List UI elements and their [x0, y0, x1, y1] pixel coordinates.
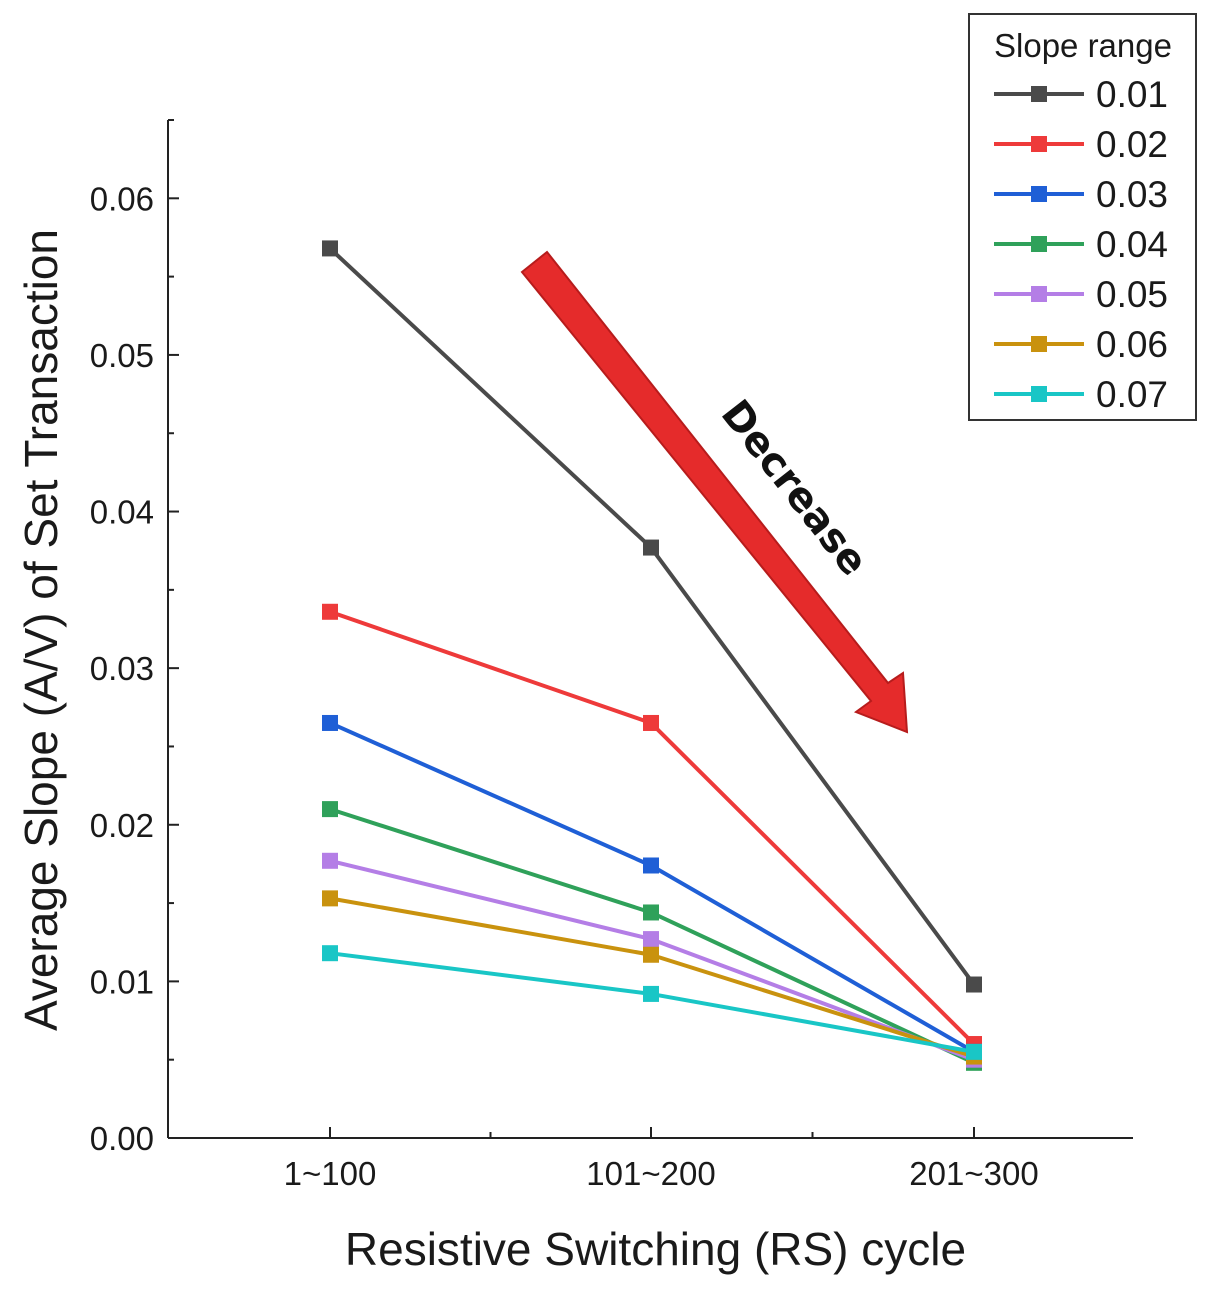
axes: 0.00 0.01 0.02 0.03 0.04 0.05 0.06 1~100 101~200… [15, 119, 1133, 1275]
legend-marker-0.06 [1031, 336, 1047, 352]
y-tick-label: 0.02 [90, 807, 154, 844]
decrease-arrow [520, 250, 909, 734]
data-point-0.01 [966, 976, 982, 993]
legend-box [968, 13, 1197, 421]
y-tick-label: 0.03 [90, 650, 154, 687]
series-line-0.07 [329, 951, 975, 1054]
data-point-0.07 [966, 1043, 982, 1060]
series-line-0.01 [328, 246, 976, 986]
y-axis-title: Average Slope (A/V) of Set Transaction [15, 229, 67, 1031]
legend: Slope range 0.01 0.02 0.03 0.04 0.05 0.06 0.07 [968, 13, 1197, 421]
data-point-0.06 [643, 946, 659, 963]
data-point-0.03 [322, 714, 338, 731]
decrease-annotation: Decrease [520, 250, 909, 734]
data-point-0.02 [643, 714, 659, 731]
legend-label-0.07: 0.07 [1096, 374, 1168, 415]
data-point-0.07 [643, 985, 659, 1002]
legend-marker-0.07 [1031, 386, 1047, 402]
data-point-0.02 [322, 603, 338, 620]
legend-title: Slope range [994, 27, 1172, 64]
data-point-0.07 [322, 945, 338, 962]
legend-label-0.03: 0.03 [1096, 174, 1168, 215]
decrease-label: Decrease [712, 392, 877, 585]
legend-label-0.06: 0.06 [1096, 324, 1168, 365]
y-tick-label: 0.00 [90, 1120, 154, 1157]
data-point-0.05 [322, 852, 338, 869]
x-axis-title: Resistive Switching (RS) cycle [345, 1223, 966, 1275]
legend-marker-0.03 [1031, 186, 1047, 202]
x-tick-label: 101~200 [586, 1155, 715, 1192]
x-tick-label: 201~300 [909, 1155, 1038, 1192]
data-point-0.05 [643, 931, 659, 948]
legend-marker-0.02 [1031, 136, 1047, 152]
data-point-0.03 [643, 857, 659, 874]
data-point-0.01 [643, 539, 659, 556]
data-point-0.01 [322, 240, 338, 257]
legend-label-0.01: 0.01 [1096, 74, 1168, 115]
series-line-0.03 [329, 721, 975, 1054]
series-lines [322, 240, 982, 1071]
x-tick-label: 1~100 [284, 1155, 377, 1192]
y-tick-label: 0.06 [90, 180, 154, 217]
legend-marker-0.01 [1031, 86, 1047, 102]
legend-label-0.02: 0.02 [1096, 124, 1168, 165]
y-tick-label: 0.05 [90, 337, 154, 374]
legend-marker-0.05 [1031, 286, 1047, 302]
legend-label-0.05: 0.05 [1096, 274, 1168, 315]
y-tick-label: 0.04 [90, 494, 154, 531]
legend-label-0.04: 0.04 [1096, 224, 1168, 265]
data-point-0.06 [322, 890, 338, 907]
data-point-0.04 [643, 904, 659, 921]
y-tick-label: 0.01 [90, 963, 154, 1000]
legend-marker-0.04 [1031, 236, 1047, 252]
data-point-0.04 [322, 801, 338, 818]
